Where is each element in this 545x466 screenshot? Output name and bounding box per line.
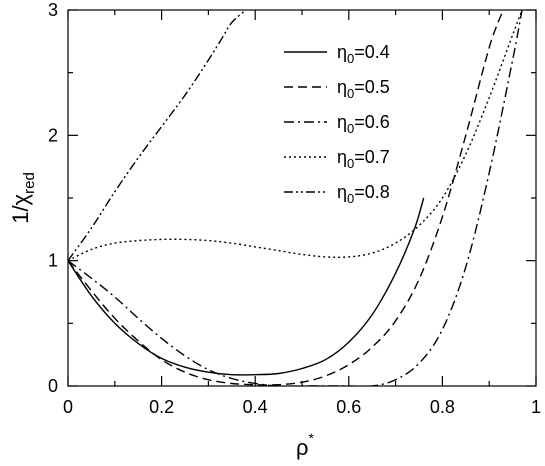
legend-label-1: η0=0.4 [337,42,390,66]
legend-label-3: η0=0.6 [337,112,390,136]
x-tick-label: 1 [531,397,541,417]
series-line-3 [68,10,523,386]
legend-label-2: η0=0.5 [337,77,390,101]
legend-label-4: η0=0.7 [337,147,390,171]
y-tick-label: 1 [48,251,58,271]
legend-label-5: η0=0.8 [337,182,390,206]
y-tick-label: 3 [48,0,58,20]
series-line-1 [68,197,425,376]
plot-area [68,10,523,386]
axes: 0 0.2 0.4 0.6 0.8 1 0 1 2 3 [48,0,541,417]
x-tick-label: 0.4 [243,397,268,417]
series-line-2 [68,10,504,386]
y-tick-label: 2 [48,125,58,145]
y-tick-label: 0 [48,376,58,396]
y-axis-label: 1/χred [8,172,38,224]
x-tick-label: 0.8 [430,397,455,417]
series-line-5 [68,10,247,262]
legend: η0=0.4 η0=0.5 η0=0.6 η0=0.7 η0=0.8 [284,42,390,206]
x-tick-label: 0.2 [149,397,174,417]
x-tick-label: 0.6 [336,397,361,417]
x-tick-label: 0 [63,397,73,417]
plot-frame [67,9,537,387]
x-axis-label: ρ* [296,430,315,460]
series-line-4 [68,10,523,262]
